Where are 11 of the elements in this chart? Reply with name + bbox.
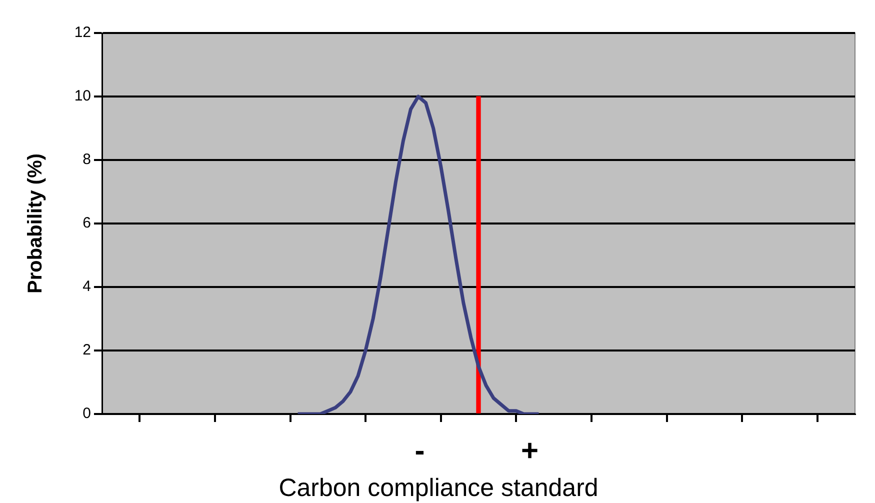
y-tick-label: 0: [82, 405, 91, 422]
y-tick-label: 4: [82, 278, 91, 296]
x-axis-title: Carbon compliance standard: [278, 474, 598, 502]
text: +: [520, 434, 538, 468]
y-tick-label: 8: [82, 151, 91, 168]
y-axis-title: Probability (%): [24, 153, 47, 294]
y-tick-label: 12: [74, 24, 91, 42]
y-tick-label: 10: [74, 88, 91, 105]
text: -: [414, 434, 425, 468]
y-tick-label: 6: [82, 214, 91, 232]
y-tick-label: 2: [82, 342, 91, 359]
